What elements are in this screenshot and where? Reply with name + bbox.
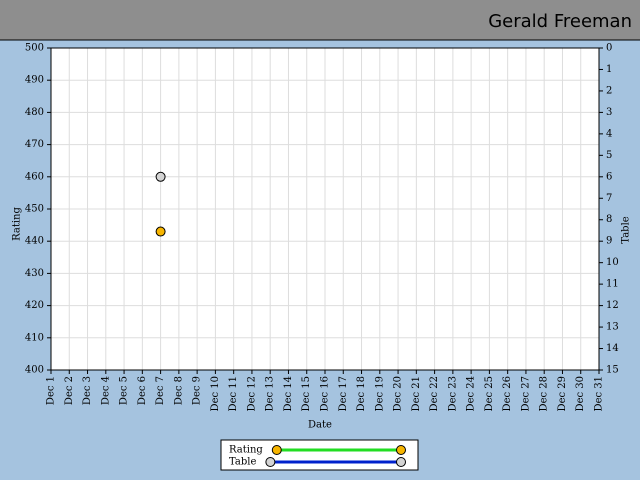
y-tick-label: 440 [25,236,44,247]
y2-tick-label: 0 [606,43,612,54]
x-tick-label: Dec 5 [119,376,130,405]
y2-tick-label: 2 [606,85,612,96]
y-tick-label: 410 [25,332,44,343]
legend-label: Table [229,457,256,468]
y-tick-label: 460 [25,171,44,182]
legend-marker [396,445,406,455]
x-tick-label: Dec 20 [393,376,404,411]
y2-tick-label: 12 [606,300,619,311]
y-tick-label: 470 [25,139,44,150]
x-tick-label: Dec 24 [466,376,477,411]
y2-tick-label: 3 [606,107,612,118]
x-tick-label: Dec 15 [301,376,312,411]
y2-tick-label: 1 [606,64,612,75]
data-point [155,226,166,237]
y-axis-label: Rating [12,207,23,241]
x-tick-label: Dec 31 [594,376,605,411]
x-tick-label: Dec 13 [265,376,276,411]
y2-tick-label: 11 [606,279,619,290]
x-tick-label: Dec 6 [137,376,148,405]
x-tick-label: Dec 3 [82,376,93,405]
y2-tick-label: 4 [606,128,612,139]
y-tick-label: 500 [25,43,44,54]
data-point [155,171,166,182]
x-tick-label: Dec 22 [429,376,440,411]
x-tick-label: Dec 19 [374,376,385,411]
y2-tick-label: 13 [606,322,619,333]
legend-marker [265,457,276,467]
legend-marker [396,457,406,467]
header [0,0,640,40]
y2-tick-label: 8 [606,214,612,225]
x-tick-label: Dec 21 [411,376,422,411]
x-tick-label: Dec 8 [173,376,184,405]
x-tick-label: Dec 27 [520,376,531,411]
y2-tick-label: 5 [606,150,612,161]
x-axis-label: Date [308,420,332,431]
chart-title: Gerald Freeman [488,11,632,32]
y2-tick-label: 14 [606,343,619,354]
x-tick-label: Dec 29 [557,376,568,411]
x-tick-label: Dec 11 [228,376,239,411]
x-tick-label: Dec 28 [539,376,550,411]
x-tick-label: Dec 16 [320,376,331,411]
y-tick-label: 450 [25,204,44,215]
y2-tick-label: 9 [606,236,612,247]
x-tick-label: Dec 1 [46,376,57,405]
x-tick-label: Dec 9 [192,376,203,405]
y-tick-label: 490 [25,75,44,86]
legend-marker [271,445,282,455]
x-tick-label: Dec 25 [484,376,495,411]
y2-tick-label: 10 [606,257,619,268]
y-tick-label: 430 [25,268,44,279]
x-tick-label: Dec 10 [210,376,221,411]
legend [220,439,419,471]
y2-axis-label: Table [621,216,632,243]
x-tick-label: Dec 17 [338,376,349,411]
y-tick-label: 400 [25,365,44,376]
x-tick-label: Dec 4 [100,376,111,405]
y2-tick-label: 15 [606,365,619,376]
x-tick-label: Dec 30 [575,376,586,411]
x-tick-label: Dec 18 [356,376,367,411]
x-tick-label: Dec 23 [447,376,458,411]
legend-label: Rating [229,445,263,456]
y-tick-label: 420 [25,300,44,311]
x-tick-label: Dec 26 [502,376,513,411]
y2-tick-label: 6 [606,171,612,182]
y2-tick-label: 7 [606,193,612,204]
x-tick-label: Dec 12 [246,376,257,411]
x-tick-label: Dec 7 [155,376,166,405]
x-tick-label: Dec 14 [283,376,294,411]
x-tick-label: Dec 2 [64,376,75,405]
y-tick-label: 480 [25,107,44,118]
